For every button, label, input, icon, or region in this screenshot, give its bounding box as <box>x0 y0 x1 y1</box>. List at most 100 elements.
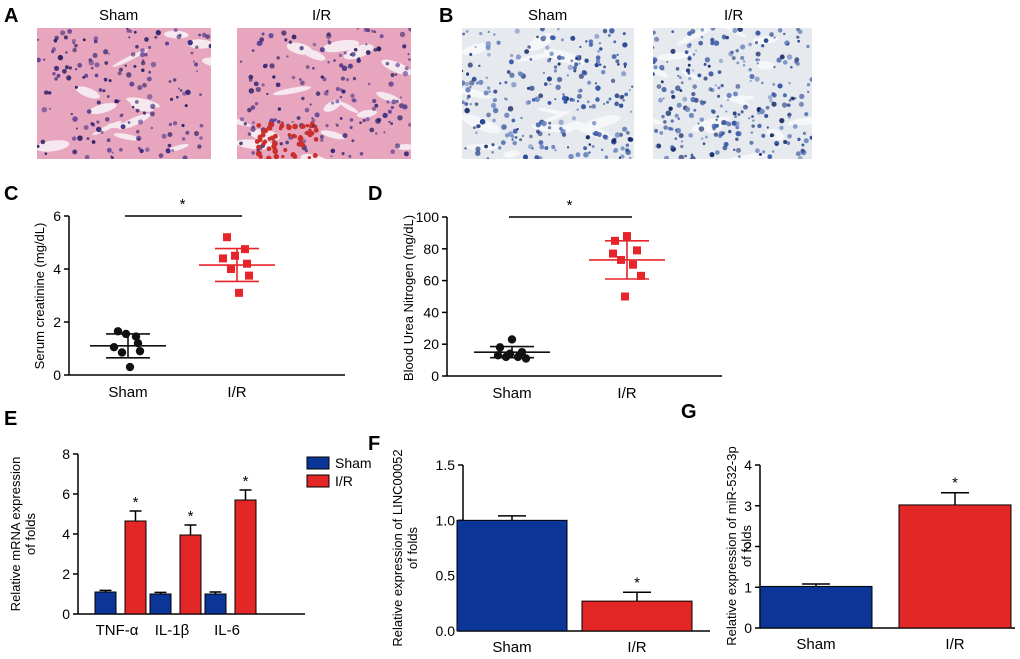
panel-b-label-sham: Sham <box>528 7 568 24</box>
y-tick-label: 1 <box>744 579 752 595</box>
x-tick-label: Sham <box>492 385 531 402</box>
y-tick-label: 6 <box>53 208 61 224</box>
data-point-sham <box>493 351 503 360</box>
x-tick-label: I/R <box>627 639 646 656</box>
y-axis-title: Blood Urea Nitrogen (mg/dL) <box>401 215 416 381</box>
significance-star: * <box>180 196 186 213</box>
data-point-sham <box>135 346 145 356</box>
panel-letter-d: D <box>368 183 382 205</box>
data-point-ir <box>219 254 227 263</box>
panel-letter-e: E <box>4 408 17 430</box>
y-tick-label: 20 <box>423 336 439 352</box>
y-axis-title: Relative mRNA expressionof folds <box>8 457 38 612</box>
bar-ir <box>234 499 257 615</box>
panel-b-label-ir: I/R <box>724 7 744 24</box>
bar-ir <box>898 504 1012 629</box>
y-tick-label: 2 <box>744 539 752 555</box>
significance-star: * <box>133 494 139 511</box>
x-tick-label: I/R <box>617 385 636 402</box>
data-point-sham <box>125 362 135 372</box>
y-tick-label: 100 <box>416 209 440 225</box>
ihc-micrograph-ir <box>653 28 812 159</box>
y-tick-label: 0.5 <box>436 568 456 584</box>
bar-sham <box>456 519 568 632</box>
y-tick-label: 60 <box>423 273 439 289</box>
y-tick-label: 4 <box>744 457 752 473</box>
y-axis-title-line: of folds <box>23 513 38 555</box>
he-micrograph-sham <box>37 28 211 159</box>
bar-ir <box>581 600 693 632</box>
data-point-ir <box>621 292 629 301</box>
he-micrograph-ir <box>237 28 411 159</box>
y-tick-label: 3 <box>744 498 752 514</box>
legend-swatch <box>306 456 330 470</box>
y-axis-title: Serum creatinine (mg/dL) <box>32 223 47 370</box>
chart-d: 0 20 40 60 80 100 D Blood Urea Nitrogen (mg/dL)… <box>368 183 722 402</box>
data-point-ir <box>241 245 249 254</box>
y-tick-label: 4 <box>62 526 70 542</box>
bar-sham <box>149 593 172 615</box>
legend-label: I/R <box>335 473 353 489</box>
data-point-sham <box>117 348 127 357</box>
panel-letter-g: G <box>681 401 697 423</box>
significance-star: * <box>243 473 249 490</box>
y-tick-label: 1.0 <box>436 512 456 528</box>
chart-f: 0.0 0.5 1.0 1.5 F Relative expression of LINC… <box>368 433 710 656</box>
bar-ir <box>124 520 147 615</box>
chart-e: 0 2 4 6 8 E Relative mRNA expressionof folds * T… <box>4 408 372 639</box>
data-point-ir <box>235 288 243 297</box>
data-point-sham <box>109 342 119 352</box>
x-tick-label: I/R <box>227 384 246 401</box>
y-tick-label: 0.0 <box>436 623 456 639</box>
y-axis-title-line: Relative expression of miR-532-3p <box>724 446 739 645</box>
y-tick-label: 0 <box>431 368 439 384</box>
panel-letter-b: B <box>439 5 454 27</box>
panel-letter-a: A <box>4 5 19 27</box>
y-axis-title-line: of folds <box>405 527 420 569</box>
y-axis-title-line: Blood Urea Nitrogen (mg/dL) <box>401 215 416 381</box>
data-point-ir <box>629 260 637 269</box>
x-tick-label: Sham <box>108 384 147 401</box>
panel-a-label-ir: I/R <box>312 7 332 24</box>
data-point-ir <box>245 271 253 280</box>
significance-star: * <box>952 475 958 492</box>
data-point-ir <box>227 265 235 273</box>
panel-a-label-sham: Sham <box>99 7 139 24</box>
y-tick-label: 4 <box>53 261 61 277</box>
data-point-ir <box>617 255 625 264</box>
data-point-sham <box>521 354 531 363</box>
bar-sham <box>204 593 227 615</box>
y-tick-label: 0 <box>744 620 752 636</box>
data-point-ir <box>637 271 645 280</box>
data-point-sham <box>113 327 123 336</box>
data-point-ir <box>231 251 239 260</box>
y-tick-label: 0 <box>53 367 61 383</box>
y-tick-label: 8 <box>62 446 70 462</box>
x-tick-label: IL-6 <box>214 622 240 639</box>
y-tick-label: 0 <box>62 606 70 622</box>
data-point-sham <box>505 349 515 358</box>
bar-sham <box>759 585 873 629</box>
ihc-micrograph-sham <box>462 28 634 159</box>
y-tick-label: 6 <box>62 486 70 502</box>
significance-star: * <box>567 197 573 214</box>
data-point-ir <box>223 233 231 242</box>
y-tick-label: 1.5 <box>436 457 456 473</box>
x-tick-label: IL-1β <box>155 622 190 639</box>
data-point-sham <box>133 339 143 348</box>
bar-ir <box>179 534 202 615</box>
y-axis-title-line: Serum creatinine (mg/dL) <box>32 223 47 370</box>
y-tick-label: 2 <box>62 566 70 582</box>
data-point-ir <box>611 236 619 245</box>
x-tick-label: Sham <box>492 639 531 656</box>
chart-g: 0 1 2 3 4 G Relative expression of miR-532-3po… <box>681 401 1015 653</box>
x-tick-label: Sham <box>796 636 835 653</box>
y-tick-label: 40 <box>423 304 439 320</box>
data-point-sham <box>513 352 523 362</box>
data-point-sham <box>131 332 141 341</box>
data-point-ir <box>243 259 251 268</box>
chart-c: 0 2 4 6 C Serum creatinine (mg/dL) Sham I/R * <box>4 183 345 401</box>
y-tick-label: 2 <box>53 314 61 330</box>
y-axis-title: Relative expression of miR-532-3pof fold… <box>724 446 754 645</box>
